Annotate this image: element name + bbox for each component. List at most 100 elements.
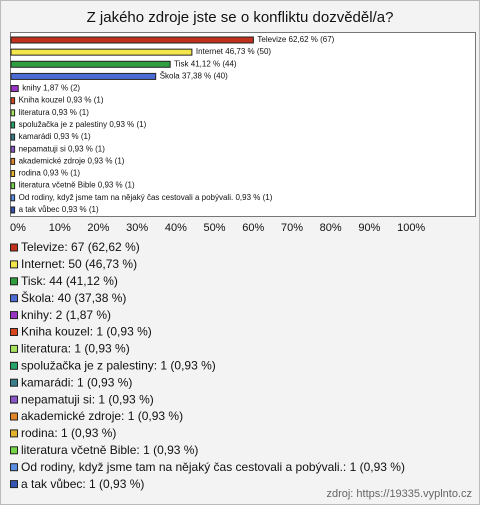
value-label: 41,12 % (44) (191, 59, 237, 68)
legend-swatch (10, 344, 18, 353)
legend-label: nepamatuji si: 1 (0,93 %) (21, 392, 154, 406)
legend-swatch (10, 243, 18, 252)
bar-category: a tak vůbec (19, 205, 60, 214)
x-tick-label: 100% (397, 222, 425, 234)
bar (10, 121, 16, 129)
bar-label: knihy 1,87 % (2) (22, 84, 80, 93)
bar (10, 194, 16, 202)
value-label: 0,93 % (1) (109, 120, 146, 129)
value-label: 0,93 % (1) (88, 157, 125, 166)
bar-category: kamarádi (19, 132, 52, 141)
bar-label: Od rodiny, když jsme tam na nějaký čas c… (19, 193, 273, 202)
x-tick-label: 80% (320, 222, 342, 234)
legend-label: Od rodiny, když jsme tam na nějaký čas c… (21, 460, 405, 474)
bar-label: Internet 46,73 % (50) (196, 47, 272, 56)
legend-label: kamarádi: 1 (0,93 %) (21, 375, 132, 389)
legend-label: literatura: 1 (0,93 %) (21, 342, 130, 356)
value-label: 0,93 % (1) (235, 193, 272, 202)
bar (10, 145, 16, 153)
x-tick-label: 20% (87, 222, 109, 234)
bar-label: Škola 37,38 % (40) (160, 72, 228, 81)
bar (10, 206, 16, 214)
bar-category: Tisk (174, 59, 189, 68)
bar (10, 109, 16, 117)
bar-label: Televize 62,62 % (67) (257, 35, 334, 44)
source: zdroj: https://19335.vyplnto.cz (326, 488, 472, 500)
value-label: 0,93 % (1) (67, 96, 104, 105)
value-label: 46,73 % (50) (225, 47, 271, 56)
bar-category: akademické zdroje (19, 157, 86, 166)
legend-swatch (10, 412, 18, 421)
legend-swatch (10, 480, 18, 489)
bar-label: akademické zdroje 0,93 % (1) (19, 157, 125, 166)
bar-label: rodina 0,93 % (1) (19, 169, 81, 178)
value-label: 0,93 % (1) (54, 132, 91, 141)
legend-label: a tak vůbec: 1 (0,93 %) (21, 477, 144, 491)
legend-label: Kniha kouzel: 1 (0,93 %) (21, 325, 152, 339)
bar (10, 170, 16, 178)
bar (10, 36, 254, 44)
legend-label: Televize: 67 (62,62 %) (21, 240, 140, 254)
bar-category: Od rodiny, když jsme tam na nějaký čas c… (19, 193, 234, 202)
chart-title: Z jakého zdroje jste se o konfliktu dozv… (87, 9, 394, 26)
x-tick-label: 30% (126, 222, 148, 234)
bar-category: literatura (19, 108, 51, 117)
value-label: 0,93 % (1) (43, 169, 80, 178)
bar-label: kamarádi 0,93 % (1) (19, 132, 91, 141)
bar-category: Internet (196, 47, 224, 56)
legend-label: spolužačka je z palestiny: 1 (0,93 %) (21, 358, 216, 372)
legend-label: Tisk: 44 (41,12 %) (21, 274, 118, 288)
legend-swatch (10, 395, 18, 404)
value-label: 0,93 % (1) (68, 144, 105, 153)
bar-category: Škola (160, 72, 181, 81)
bar (10, 48, 193, 56)
legend-swatch (10, 378, 18, 387)
value-label: 0,93 % (1) (52, 108, 89, 117)
legend-swatch (10, 328, 18, 336)
value-label: 1,87 % (2) (43, 84, 80, 93)
legend-label: literatura včetně Bible: 1 (0,93 %) (21, 443, 198, 457)
legend-swatch (10, 260, 18, 269)
bar (10, 72, 157, 80)
value-label: 62,62 % (67) (289, 35, 335, 44)
bar (10, 60, 171, 68)
legend-label: Internet: 50 (46,73 %) (21, 257, 137, 271)
legend-label: knihy: 2 (1,87 %) (21, 308, 111, 322)
legend-swatch (10, 463, 18, 472)
value-label: 0,93 % (1) (98, 181, 135, 190)
x-tick-label: 90% (358, 222, 380, 234)
x-tick-label: 70% (281, 222, 303, 234)
bar-category: nepamatuji si (19, 144, 66, 153)
x-tick-label: 0% (10, 222, 26, 234)
bar-label: literatura včetně Bible 0,93 % (1) (19, 181, 135, 190)
legend-swatch (10, 429, 18, 438)
legend-swatch (10, 446, 18, 455)
bar (10, 85, 19, 93)
bar-category: Televize (257, 35, 286, 44)
legend-swatch (10, 311, 18, 320)
bar (10, 97, 16, 105)
legend-label: akademické zdroje: 1 (0,93 %) (21, 409, 183, 423)
bar-label: literatura 0,93 % (1) (19, 108, 90, 117)
value-label: 37,38 % (40) (182, 72, 228, 81)
legend-swatch (10, 277, 18, 286)
bar-label: spolužačka je z palestiny 0,93 % (1) (19, 120, 147, 129)
value-label: 0,93 % (1) (62, 205, 99, 214)
legend-swatch (10, 361, 18, 370)
bar-category: knihy (22, 84, 41, 93)
legend-swatch (10, 294, 18, 303)
bar (10, 133, 16, 141)
x-tick-label: 60% (242, 222, 264, 234)
legend-label: rodina: 1 (0,93 %) (21, 426, 116, 440)
bar-category: Kniha kouzel (19, 96, 65, 105)
x-tick-label: 40% (165, 222, 187, 234)
x-tick-label: 50% (204, 222, 226, 234)
bar-category: rodina (19, 169, 42, 178)
bar-label: Tisk 41,12 % (44) (174, 59, 237, 68)
bar (10, 157, 16, 165)
bar (10, 182, 16, 190)
bar-label: a tak vůbec 0,93 % (1) (19, 205, 99, 214)
bar-label: Kniha kouzel 0,93 % (1) (19, 96, 104, 105)
bar-label: nepamatuji si 0,93 % (1) (19, 144, 106, 153)
